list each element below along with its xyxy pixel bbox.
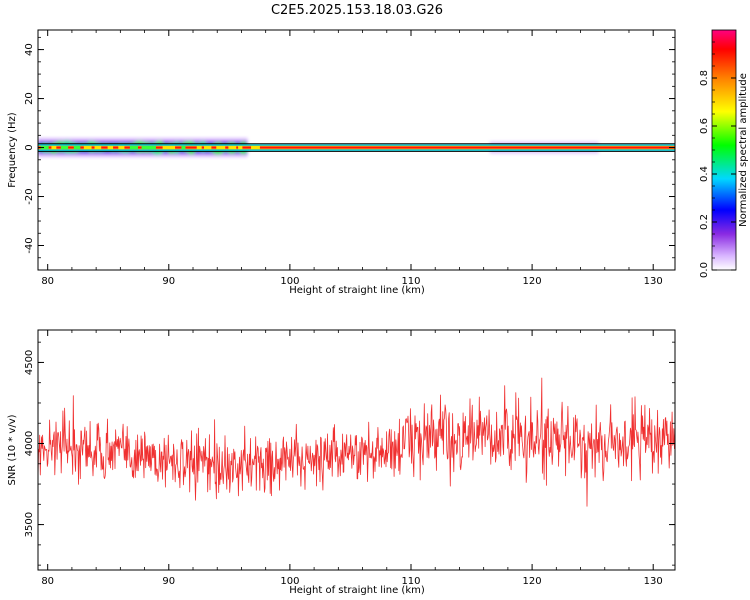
band-patch bbox=[118, 145, 125, 150]
band-patch bbox=[238, 145, 243, 150]
spectrogram-x-tick-label: 100 bbox=[280, 276, 299, 287]
colorbar-ticks: 0.0 0.2 0.4 0.6 0.8 bbox=[699, 41, 736, 278]
snr-ticks: 80 90 100 110 120 130 3500 4000 4500 bbox=[24, 330, 675, 587]
colorbar-gradient bbox=[711, 29, 737, 271]
snr-series-line bbox=[38, 377, 675, 507]
snr-x-tick-label: 80 bbox=[41, 576, 54, 587]
spectrogram-y-tick-label: -20 bbox=[24, 188, 35, 204]
band-patch bbox=[83, 145, 92, 150]
colorbar-label: Normalized spectral amplitude bbox=[738, 73, 749, 227]
snr-x-axis-label: Height of straight line (km) bbox=[289, 585, 425, 596]
snr-y-tick-label: 4500 bbox=[24, 350, 35, 375]
colorbar-tick-label: 0.8 bbox=[699, 70, 710, 86]
colorbar-tick-label: 0.2 bbox=[699, 214, 710, 230]
snr-frame bbox=[37, 329, 676, 571]
snr-y-tick-label: 4000 bbox=[24, 431, 35, 456]
spectrogram-x-tick-label: 130 bbox=[644, 276, 663, 287]
band-patch bbox=[228, 145, 237, 150]
band-patch bbox=[170, 145, 176, 150]
band-patch bbox=[51, 145, 57, 150]
band-patch bbox=[107, 145, 114, 150]
band-patch bbox=[141, 145, 149, 150]
band-patch bbox=[60, 145, 69, 150]
spectrogram-y-tick-label: -40 bbox=[24, 237, 35, 253]
band-patch bbox=[162, 145, 172, 150]
spectrogram-y-tick-label: 40 bbox=[24, 43, 35, 56]
band-patch bbox=[196, 145, 202, 150]
spectrogram-x-tick-label: 80 bbox=[41, 276, 54, 287]
spectrogram-x-axis-label: Height of straight line (km) bbox=[289, 285, 425, 296]
colorbar-tick-label: 0.6 bbox=[699, 118, 710, 134]
snr-x-tick-label: 110 bbox=[401, 576, 420, 587]
spectrogram-x-tick-label: 90 bbox=[162, 276, 175, 287]
spectrogram-y-tick-label: 0 bbox=[24, 144, 35, 150]
band-core bbox=[38, 146, 675, 149]
chart-title: C2E5.2025.153.18.03.G26 bbox=[271, 3, 443, 18]
band-patch bbox=[251, 145, 260, 150]
spectrogram-band bbox=[38, 137, 675, 158]
snr-x-tick-label: 130 bbox=[644, 576, 663, 587]
spectrogram-panel: 80 90 100 110 120 130 -40 -20 0 20 40 Height of st… bbox=[7, 29, 676, 296]
spectrogram-x-tick-label: 110 bbox=[401, 276, 420, 287]
colorbar-tick-label: 0.4 bbox=[699, 166, 710, 182]
spectrogram-y-axis-label: Frequency (Hz) bbox=[7, 112, 18, 188]
band-patch bbox=[148, 145, 156, 150]
colorbar-tick-label: 0.0 bbox=[699, 262, 710, 278]
spectrogram-x-tick-label: 120 bbox=[523, 276, 542, 287]
snr-panel: 80 90 100 110 120 130 3500 4000 4500 Height of s… bbox=[7, 329, 676, 596]
snr-x-tick-label: 90 bbox=[162, 576, 175, 587]
snr-y-tick-label: 3500 bbox=[24, 512, 35, 537]
spectrogram-frame bbox=[37, 29, 676, 271]
spectrogram-y-tick-label: 20 bbox=[24, 92, 35, 105]
snr-x-tick-label: 100 bbox=[280, 576, 299, 587]
band-patch bbox=[94, 145, 102, 150]
band-patch bbox=[129, 145, 138, 150]
band-patch bbox=[73, 145, 81, 150]
band-patch bbox=[40, 145, 49, 150]
band-patch bbox=[204, 145, 212, 150]
band-patch bbox=[216, 145, 226, 150]
snr-x-tick-label: 120 bbox=[523, 576, 542, 587]
snr-y-axis-label: SNR (10 * v/v) bbox=[7, 414, 18, 485]
band-patch bbox=[181, 145, 186, 150]
colorbar: 0.0 0.2 0.4 0.6 0.8 Normalized spectral ampl… bbox=[699, 29, 749, 278]
